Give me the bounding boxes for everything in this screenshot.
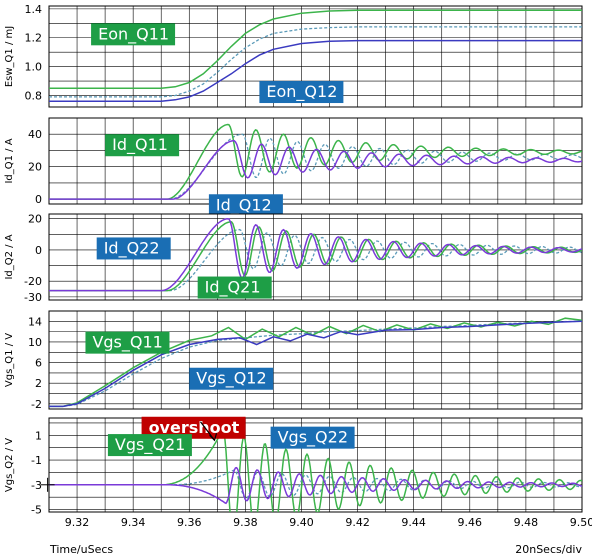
y-axis-label: Esw_Q1 / mJ (4, 26, 15, 87)
annotation-tag (105, 134, 180, 157)
series-line-vgs-q22 (49, 466, 582, 505)
annotation-tag (208, 194, 283, 217)
panel-frame-2 (48, 117, 583, 205)
annotation-label: Id_Q21 (205, 278, 261, 298)
series-line-reference-dashed (49, 26, 582, 98)
annotation-label: Id_Q11 (112, 135, 168, 155)
series-line-vgs-q12 (49, 320, 582, 408)
annotation-label: Id_Q12 (216, 195, 272, 215)
x-tick-label: 9.46 (458, 516, 483, 529)
annotation-label: overshoot (149, 418, 240, 437)
annotation-tag (189, 367, 274, 390)
annotation-label: Vgs_Q22 (278, 428, 348, 448)
annotation-label: Eon_Q11 (98, 24, 169, 44)
y-tick-label: 1.4 (25, 3, 43, 16)
x-tick-label: 9.38 (233, 516, 258, 529)
annotation-tag (141, 416, 246, 439)
x-tick-label: 9.42 (345, 516, 370, 529)
annotation-label: Vgs_Q12 (196, 369, 266, 389)
x-tick-label: 9.34 (121, 516, 146, 529)
annotation-tag (107, 434, 192, 457)
annotation-tag (96, 237, 171, 260)
y-axis-label: Id_Q2 / A (4, 234, 15, 279)
y-tick-label: -5 (31, 504, 42, 517)
time-scale-label: 20nSecs/div (515, 543, 582, 556)
x-tick-label: 9.50 (570, 516, 592, 529)
x-tick-label: 9.36 (177, 516, 202, 529)
x-tick-label: 9.48 (514, 516, 539, 529)
y-tick-label: 2 (35, 377, 42, 390)
annotation-tag (270, 426, 355, 449)
x-tick-label: 9.44 (401, 516, 426, 529)
series-line-eon-q12 (49, 39, 582, 102)
annotation-label: Eon_Q12 (266, 82, 337, 102)
annotation-label: Id_Q22 (104, 238, 160, 258)
annotation-tag (197, 276, 272, 299)
y-tick-label: 20 (28, 161, 42, 174)
x-tick-label: 9.32 (65, 516, 90, 529)
y-tick-label: -1 (31, 454, 42, 467)
x-tick-label: 9.40 (289, 516, 314, 529)
y-axis-label: Vgs_Q1 / V (4, 333, 15, 387)
series-line-reference-dashed (49, 228, 582, 292)
arrow-head (209, 433, 218, 442)
y-tick-label: 0.8 (25, 89, 43, 102)
panel-frame-4 (48, 310, 583, 410)
series-line-id-q12 (49, 139, 582, 200)
annotation-tag (91, 23, 176, 46)
series-line-vgs-q11 (49, 317, 582, 408)
y-tick-label: 1.0 (25, 61, 43, 74)
y-tick-label: 14 (28, 315, 42, 328)
x-axis-label: Time/uSecs (49, 543, 113, 556)
y-axis-label: Id_Q1 / A (4, 138, 15, 183)
y-tick-label: -30 (24, 291, 42, 304)
annotation-tag (85, 331, 170, 354)
series-line-reference-dashed (49, 320, 582, 408)
y-tick-label: -2 (31, 398, 42, 411)
y-tick-label: 0 (35, 244, 42, 257)
series-line-id-q22 (49, 217, 582, 292)
y-tick-label: 40 (28, 128, 42, 141)
y-axis-label: Vgs_Q2 / V (4, 438, 15, 492)
annotation-tag (259, 81, 344, 104)
y-tick-label: 1.2 (25, 32, 43, 45)
y-tick-label: 0 (35, 193, 42, 206)
y-tick-label: 10 (28, 336, 42, 349)
y-tick-label: 20 (28, 213, 42, 226)
y-tick-label: -3 (31, 479, 42, 492)
annotation-label: Vgs_Q21 (115, 435, 185, 455)
annotation-label: Vgs_Q11 (92, 333, 162, 353)
y-tick-label: 1 (35, 429, 42, 442)
series-line-eon-q11 (49, 9, 582, 89)
y-tick-label: -20 (24, 275, 42, 288)
y-tick-label: 6 (35, 357, 42, 370)
